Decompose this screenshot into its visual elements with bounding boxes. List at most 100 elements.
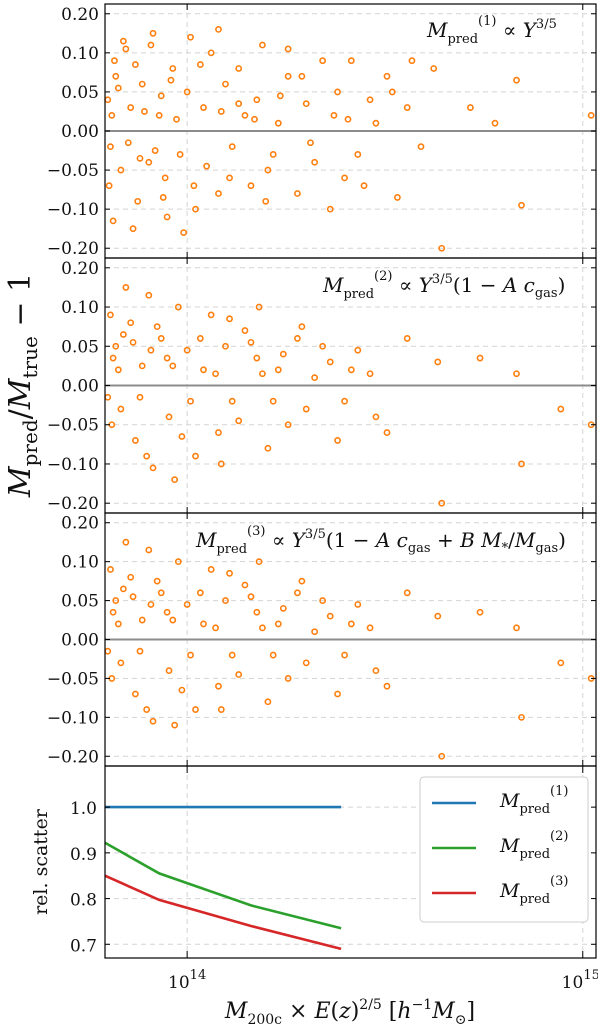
data-point <box>192 706 199 713</box>
data-point <box>383 429 391 436</box>
data-point <box>176 151 184 158</box>
data-point <box>119 331 127 338</box>
y-tick-label: −0.10 <box>47 708 99 728</box>
data-point <box>394 194 401 201</box>
data-point <box>438 244 446 252</box>
data-point <box>109 608 117 616</box>
data-point <box>294 589 301 597</box>
data-point <box>294 335 301 342</box>
data-point <box>109 354 117 362</box>
data-point <box>222 597 229 604</box>
data-point <box>114 366 122 374</box>
data-point <box>247 593 255 601</box>
data-point <box>112 342 120 350</box>
y-tick-label: −0.05 <box>47 669 99 689</box>
data-point <box>334 88 341 96</box>
data-point <box>341 651 348 659</box>
data-point <box>255 303 263 311</box>
y-tick-label: −0.20 <box>47 239 99 259</box>
data-point <box>114 84 122 92</box>
data-point <box>174 303 182 311</box>
data-point <box>187 397 194 405</box>
data-point <box>513 370 520 378</box>
legend-box <box>419 776 589 923</box>
data-point <box>117 405 125 413</box>
data-point <box>105 182 113 190</box>
data-point <box>276 92 284 100</box>
data-point <box>212 624 219 632</box>
data-point <box>284 45 292 53</box>
data-point <box>347 620 355 628</box>
data-point <box>347 366 355 374</box>
data-point <box>279 604 287 612</box>
y-tick-label: 0.8 <box>70 891 97 911</box>
data-point <box>253 96 261 104</box>
data-point <box>294 190 301 197</box>
data-point <box>149 29 157 37</box>
data-point <box>196 61 204 68</box>
data-point <box>222 80 229 88</box>
data-point <box>138 362 146 370</box>
data-point <box>132 61 139 68</box>
data-point <box>196 589 204 597</box>
data-point <box>104 647 112 655</box>
data-point <box>132 437 139 444</box>
data-point <box>183 88 191 96</box>
data-point <box>344 115 352 123</box>
data-point <box>169 362 177 370</box>
data-point <box>149 717 157 725</box>
data-point <box>372 667 380 675</box>
data-point <box>476 608 484 616</box>
data-point <box>228 143 236 151</box>
data-point <box>518 201 525 209</box>
data-point <box>217 706 225 713</box>
data-point <box>476 354 484 362</box>
data-point <box>167 76 175 84</box>
data-point <box>354 346 362 354</box>
x-axis-label: M200c × E(z)2/5 [h−1M⊙] <box>224 997 475 1028</box>
data-point <box>319 597 327 604</box>
data-point <box>235 65 243 72</box>
data-point <box>107 566 114 573</box>
y-tick-label: 0.20 <box>61 5 99 25</box>
data-point <box>513 76 520 84</box>
figure-labels: Mpred/Mtrue − 1 rel. scatter M200c × E(z)2… <box>3 273 475 1028</box>
data-point <box>269 397 277 405</box>
y-tick-label: −0.20 <box>47 494 99 514</box>
data-point <box>372 413 380 421</box>
y-tick-label: −0.20 <box>47 747 99 767</box>
data-point <box>302 405 310 413</box>
data-point <box>326 358 334 366</box>
y-tick-label: −0.10 <box>47 455 99 475</box>
data-point <box>217 460 225 468</box>
y-tick-label: 0.00 <box>61 122 99 142</box>
data-point <box>366 370 374 378</box>
data-point <box>173 115 180 123</box>
y-tick-label: 0.10 <box>61 298 99 318</box>
data-point <box>222 342 229 350</box>
y-tick-label: 0.00 <box>61 631 99 651</box>
data-point <box>264 166 272 174</box>
panel-frame <box>104 765 597 959</box>
data-point <box>157 92 165 100</box>
data-point <box>417 143 425 151</box>
data-point <box>112 597 120 604</box>
y-tick-label: 0.05 <box>61 592 99 612</box>
data-point <box>235 671 243 678</box>
data-point <box>228 397 236 405</box>
data-point <box>119 585 127 593</box>
y-tick-label: −0.05 <box>47 161 99 181</box>
data-point <box>143 706 151 713</box>
data-point <box>226 315 233 323</box>
data-point <box>298 72 306 80</box>
data-point <box>108 111 116 119</box>
data-point <box>274 366 282 374</box>
data-point <box>279 350 287 358</box>
data-point <box>147 41 155 49</box>
data-point <box>557 405 565 413</box>
data-point <box>136 393 144 401</box>
data-point <box>122 45 130 53</box>
data-point <box>112 72 120 80</box>
data-point <box>129 593 137 601</box>
data-point <box>117 659 125 667</box>
